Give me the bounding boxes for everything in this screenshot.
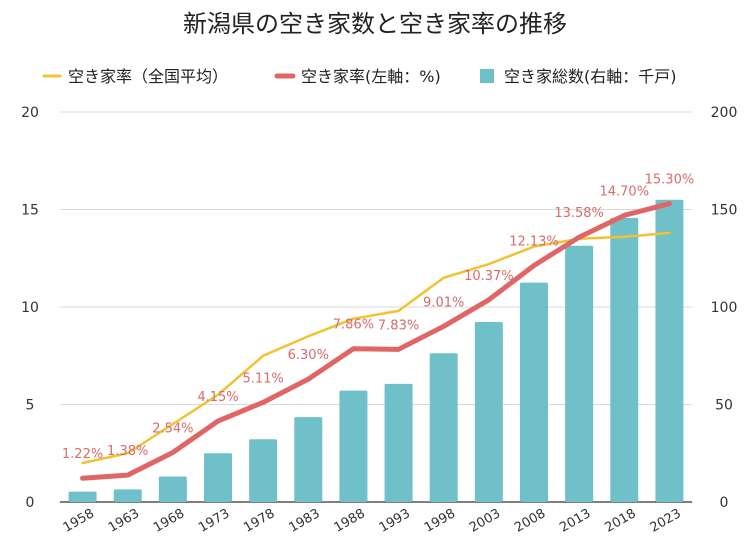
legend-label: 空き家率(左軸：%) <box>301 67 441 86</box>
legend-swatch <box>480 69 494 83</box>
bar <box>610 217 639 502</box>
data-label: 13.58% <box>554 206 604 221</box>
bar <box>565 245 594 502</box>
y-left-tick-label: 20 <box>21 105 39 121</box>
bar-series <box>68 199 684 502</box>
bar <box>429 353 458 502</box>
y-left-tick-label: 0 <box>26 495 35 511</box>
bar <box>384 383 413 502</box>
data-label: 4.15% <box>197 390 238 405</box>
series-line <box>80 201 672 481</box>
y-right-tick-label: 50 <box>715 398 733 414</box>
data-label: 10.37% <box>464 269 514 284</box>
x-tick-label: 2018 <box>602 506 638 536</box>
bar <box>68 491 97 502</box>
x-tick-label: 1973 <box>196 506 232 536</box>
bar <box>204 453 232 502</box>
bar <box>655 199 684 502</box>
bar <box>474 322 503 502</box>
legend-label: 空き家率（全国平均） <box>68 67 228 86</box>
data-label: 1.22% <box>62 447 103 462</box>
data-labels: 1.22% 1.38% 2.54% 4.15% 5.11% 6.30% 7.86% 7.83%… <box>62 173 694 463</box>
y-left-tick-label: 5 <box>26 398 35 414</box>
data-label: 7.86% <box>333 318 374 333</box>
data-label: 14.70% <box>599 184 649 199</box>
y-left-tick-label: 10 <box>21 300 39 316</box>
legend: 空き家率（全国平均） 空き家率(左軸：%) 空き家総数(右軸：千戸) <box>42 67 677 86</box>
data-label: 15.30% <box>645 173 695 188</box>
x-tick-label: 1993 <box>377 506 413 536</box>
data-label: 5.11% <box>242 371 283 386</box>
data-label: 1.38% <box>107 444 148 459</box>
y-right-tick-label: 0 <box>720 495 729 511</box>
x-tick-label: 1988 <box>332 506 368 536</box>
x-tick-label: 1958 <box>61 506 97 536</box>
data-label: 6.30% <box>288 348 329 363</box>
data-label: 12.13% <box>509 234 559 249</box>
x-tick-label: 1968 <box>151 506 187 536</box>
bar <box>113 489 142 502</box>
data-label: 7.83% <box>378 318 419 333</box>
y-right-tick-label: 150 <box>711 203 738 219</box>
y-left-tick-label: 15 <box>21 203 39 219</box>
y-right-tick-label: 100 <box>711 300 738 316</box>
data-label: 9.01% <box>423 295 464 310</box>
bar <box>158 476 187 502</box>
x-tick-label: 2023 <box>648 506 684 536</box>
grid <box>60 111 692 503</box>
x-tick-label: 2013 <box>557 506 593 536</box>
x-tick-label: 1963 <box>106 506 142 536</box>
bar <box>294 417 323 502</box>
chart-title: 新潟県の空き家数と空き家率の推移 <box>183 10 567 38</box>
line-series <box>80 201 672 481</box>
x-tick-label: 1983 <box>286 506 322 536</box>
bar <box>520 282 548 502</box>
y-right-tick-label: 200 <box>711 105 738 121</box>
bar <box>249 439 278 502</box>
bar <box>339 390 368 502</box>
x-tick-label: 2008 <box>512 506 548 536</box>
x-tick-label: 1998 <box>422 506 458 536</box>
x-tick-label: 1978 <box>241 506 277 536</box>
data-label: 2.54% <box>152 421 193 436</box>
legend-label: 空き家総数(右軸：千戸) <box>504 67 677 86</box>
x-tick-label: 2003 <box>467 506 503 536</box>
